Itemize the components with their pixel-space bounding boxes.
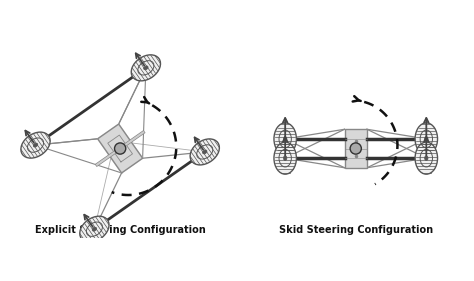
Text: Explicit Steering Configuration: Explicit Steering Configuration xyxy=(35,225,206,235)
Bar xyxy=(345,129,367,168)
Ellipse shape xyxy=(144,66,148,70)
Ellipse shape xyxy=(415,142,438,174)
Ellipse shape xyxy=(33,143,38,147)
Ellipse shape xyxy=(131,55,161,81)
Ellipse shape xyxy=(21,132,50,158)
Text: Skid Steering Configuration: Skid Steering Configuration xyxy=(279,225,433,235)
Ellipse shape xyxy=(92,227,97,231)
Ellipse shape xyxy=(283,156,287,160)
Ellipse shape xyxy=(274,123,296,155)
Ellipse shape xyxy=(425,156,428,160)
Polygon shape xyxy=(98,124,143,173)
Ellipse shape xyxy=(415,123,438,155)
Ellipse shape xyxy=(425,137,428,141)
Ellipse shape xyxy=(115,143,126,154)
Ellipse shape xyxy=(202,150,207,154)
Ellipse shape xyxy=(350,143,361,154)
Ellipse shape xyxy=(80,216,109,242)
Ellipse shape xyxy=(190,139,219,165)
Ellipse shape xyxy=(283,137,287,141)
Ellipse shape xyxy=(274,142,296,174)
